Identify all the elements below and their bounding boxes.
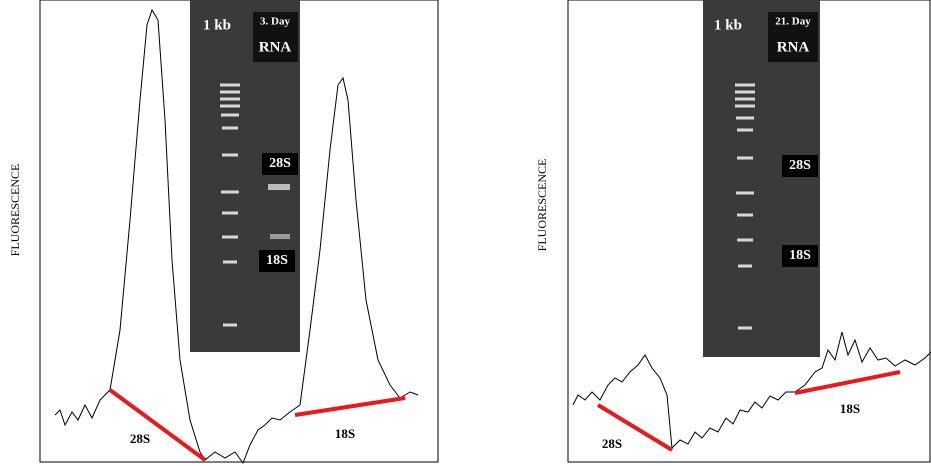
gel-band-label: 28S — [269, 156, 291, 171]
label-box — [768, 12, 818, 62]
sample-band — [268, 184, 290, 190]
label-box — [259, 250, 295, 272]
day-label: 3. Day — [260, 16, 290, 28]
ladder-bands — [735, 83, 755, 330]
panel-left: FLUORESCENCE 1 kb 3. Day RNA 28S 18S 28S… — [8, 0, 439, 465]
label-box — [782, 245, 818, 267]
label-box — [262, 153, 298, 175]
peak-label: 18S — [335, 426, 355, 441]
trace — [572, 331, 931, 450]
day-label: 21. Day — [775, 16, 811, 28]
frame — [39, 0, 439, 463]
ladder-bands — [220, 83, 240, 327]
ladder-label: 1 kb — [714, 17, 742, 33]
baseline-18s — [794, 370, 901, 395]
y-axis-label: FLUORESCENCE — [535, 159, 549, 252]
ladder-label: 1 kb — [203, 17, 231, 33]
y-axis-label: FLUORESCENCE — [8, 164, 22, 257]
panel-right: FLUORESCENCE 1 kb 21. Day RNA 28S 18S 28… — [535, 0, 931, 463]
peak-label: 18S — [840, 401, 860, 416]
sample-band — [270, 234, 290, 239]
sample-label: RNA — [777, 39, 810, 55]
baseline-18s — [294, 396, 406, 417]
label-box — [782, 155, 818, 177]
baseline-28s — [596, 403, 674, 452]
peak-label: 28S — [130, 431, 150, 446]
trace — [54, 8, 419, 465]
peak-label: 28S — [602, 436, 622, 451]
label-box — [253, 12, 298, 62]
sample-label: RNA — [259, 39, 292, 55]
frame — [567, 0, 931, 463]
gel-band-label: 18S — [266, 253, 288, 268]
baseline-28s — [108, 388, 207, 462]
gel-band-label: 28S — [789, 158, 811, 173]
gel-band-label: 18S — [789, 248, 811, 263]
